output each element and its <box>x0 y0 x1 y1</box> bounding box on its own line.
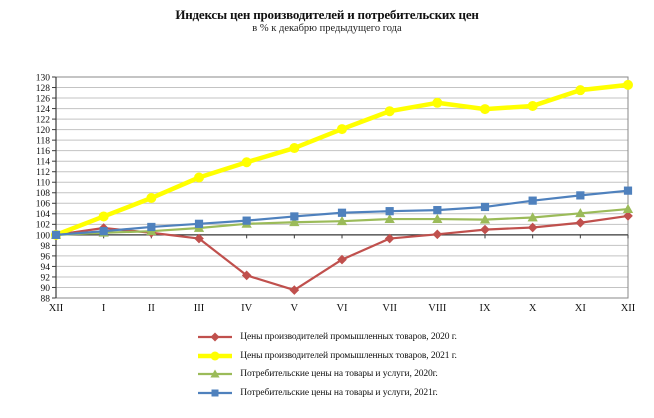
data-point-marker <box>622 203 634 213</box>
chart-subtitle: в % к декабрю предыдущего года <box>252 23 402 34</box>
data-point-marker <box>528 196 537 205</box>
y-tick-label: 96 <box>41 252 51 262</box>
x-tick-label: VII <box>382 303 397 314</box>
data-point-marker <box>289 217 300 227</box>
legend-item-cpi-2021: Потребительские цены на товары и услуги,… <box>197 386 456 400</box>
data-point-marker <box>289 285 300 295</box>
x-tick-label: V <box>291 303 299 314</box>
chart-legend: Цены производителей промышленных товаров… <box>0 330 654 404</box>
x-tick-label: XII <box>49 303 64 314</box>
legend-item-ppi-2020: Цены производителей промышленных товаров… <box>197 330 457 344</box>
plot-area: 8890929496981001021041061081101121141161… <box>36 73 636 314</box>
data-point-marker <box>99 227 108 236</box>
x-tick-label: I <box>102 303 106 314</box>
y-tick-label: 116 <box>36 147 50 157</box>
data-point-marker <box>575 217 586 228</box>
data-point-marker <box>337 124 347 135</box>
legend-ppi-2020-marker-icon <box>198 332 233 342</box>
x-tick-label: IX <box>479 303 490 314</box>
data-point-marker <box>432 213 443 223</box>
x-tick-label: XII <box>621 303 636 314</box>
y-tick-label: 110 <box>36 179 50 189</box>
data-point-marker <box>98 211 109 222</box>
data-point-marker <box>384 233 395 244</box>
data-point-marker <box>337 254 347 265</box>
y-tick-label: 122 <box>36 115 51 125</box>
data-point-marker <box>241 270 252 281</box>
data-point-marker <box>384 106 395 117</box>
legend-cpi-2021-marker-icon <box>198 389 233 396</box>
legend-label-cpi-2021: Потребительские цены на товары и услуги,… <box>240 387 438 398</box>
data-point-marker <box>336 215 348 226</box>
legend-label-cpi-2020: Потребительские цены на товары и услуги,… <box>240 369 438 379</box>
plot-border <box>55 76 629 299</box>
legend-ppi-2021-marker-icon <box>198 351 233 360</box>
legend-items: Цены производителей промышленных товаров… <box>197 330 457 400</box>
data-point-marker <box>146 193 157 204</box>
y-tick-label: 120 <box>36 126 51 136</box>
data-point-marker <box>479 214 491 224</box>
data-point-marker <box>432 97 443 108</box>
y-tick-label: 88 <box>41 294 51 304</box>
data-point-marker <box>147 222 156 232</box>
data-point-marker <box>623 79 633 90</box>
data-point-marker <box>433 206 442 215</box>
data-point-marker <box>384 213 395 223</box>
data-point-marker <box>290 212 299 221</box>
data-point-marker <box>480 224 490 235</box>
data-point-marker <box>527 100 538 111</box>
y-tick-label: 106 <box>36 200 51 210</box>
x-tick-label: VIII <box>428 303 447 314</box>
y-tick-label: 90 <box>41 284 51 294</box>
data-point-marker <box>241 157 252 168</box>
x-tick-label: X <box>529 303 537 314</box>
legend-label-ppi-2021: Цены производителей промышленных товаров… <box>240 350 457 361</box>
data-point-marker <box>337 208 347 217</box>
x-tick-label: XI <box>575 303 587 314</box>
y-tick-label: 126 <box>36 94 51 104</box>
chart-title: Индексы цен производителей и потребитель… <box>175 7 479 22</box>
y-tick-label: 118 <box>36 137 50 147</box>
data-point-marker <box>194 219 204 228</box>
data-point-marker <box>576 191 585 200</box>
y-tick-label: 104 <box>36 210 51 220</box>
y-tick-label: 124 <box>36 105 51 115</box>
y-tick-label: 92 <box>41 273 51 283</box>
y-tick-label: 98 <box>41 242 51 252</box>
y-tick-label: 102 <box>36 221 51 231</box>
y-tick-label: 128 <box>36 84 51 94</box>
data-point-marker <box>480 104 490 115</box>
y-tick-label: 114 <box>36 158 50 168</box>
data-point-marker <box>242 216 251 225</box>
x-tick-label: II <box>148 303 155 314</box>
data-point-marker <box>432 229 443 240</box>
data-point-marker <box>480 202 490 212</box>
data-point-marker <box>51 230 61 239</box>
data-point-marker <box>194 172 204 183</box>
data-point-marker <box>575 85 586 96</box>
x-tick-label: III <box>194 303 205 314</box>
data-point-marker <box>527 222 538 233</box>
legend-item-cpi-2020: Потребительские цены на товары и услуги,… <box>197 367 456 381</box>
y-tick-label: 112 <box>36 168 50 178</box>
data-point-marker <box>527 212 538 222</box>
data-point-marker <box>623 211 633 221</box>
x-tick-label: VI <box>336 303 348 314</box>
y-tick-label: 94 <box>41 263 51 273</box>
data-point-marker <box>623 186 633 195</box>
y-tick-label: 108 <box>36 189 51 199</box>
data-point-marker <box>575 208 586 218</box>
data-point-marker <box>385 207 394 216</box>
y-tick-label: 130 <box>36 73 51 83</box>
y-tick-label: 100 <box>36 231 51 241</box>
legend-cpi-2020-marker-icon <box>198 369 233 378</box>
data-point-marker <box>194 233 204 244</box>
legend-item-ppi-2021: Цены производителей промышленных товаров… <box>197 349 457 363</box>
legend-label-ppi-2020: Цены производителей промышленных товаров… <box>240 332 457 342</box>
data-point-marker <box>289 143 300 154</box>
x-tick-label: IV <box>241 303 252 314</box>
